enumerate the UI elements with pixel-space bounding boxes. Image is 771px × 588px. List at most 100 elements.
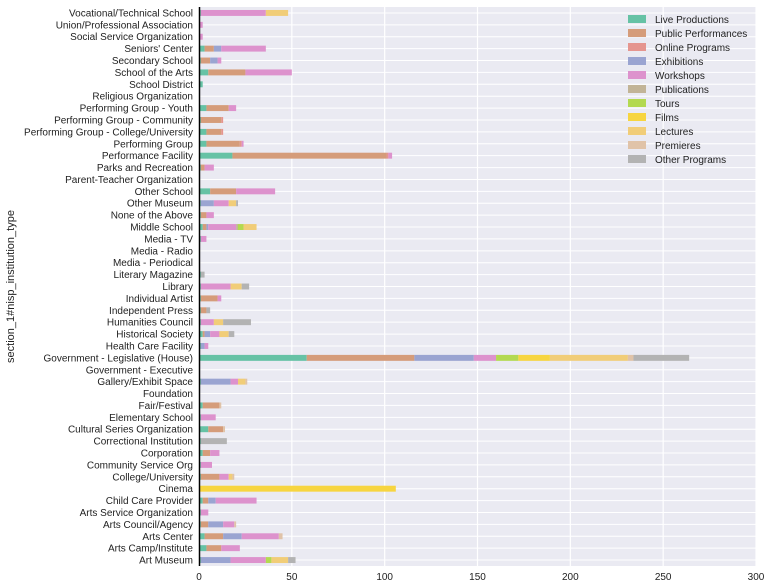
legend-swatch bbox=[628, 127, 646, 135]
bar-segment bbox=[208, 69, 246, 76]
bar-segment bbox=[228, 200, 237, 207]
bar-segment bbox=[200, 295, 218, 302]
bar-segment bbox=[388, 152, 393, 159]
y-tick-labels: Vocational/Technical SchoolUnion/Profess… bbox=[24, 8, 194, 566]
y-tick-label: Other School bbox=[135, 187, 193, 198]
bar-segment bbox=[414, 354, 474, 361]
x-tick-label: 250 bbox=[655, 572, 672, 583]
bar-segment bbox=[202, 450, 211, 456]
legend-swatch bbox=[628, 71, 646, 79]
bar-segment bbox=[210, 450, 220, 456]
bar-segment bbox=[213, 200, 229, 207]
bar-segment bbox=[221, 45, 266, 52]
bar-segment bbox=[200, 378, 231, 385]
bar-segment bbox=[199, 45, 205, 52]
bar-segment bbox=[204, 164, 214, 171]
y-tick-label: Parent-Teacher Organization bbox=[65, 175, 193, 186]
y-tick-label: Art Museum bbox=[139, 556, 193, 567]
bar-segment bbox=[213, 319, 224, 326]
bar-segment bbox=[199, 128, 207, 135]
bar-segment bbox=[386, 152, 389, 159]
bar-segment bbox=[219, 331, 229, 338]
bar-segment bbox=[199, 331, 203, 338]
bar-segment bbox=[208, 497, 216, 504]
bar-segment bbox=[219, 402, 222, 409]
bar-segment bbox=[200, 200, 214, 207]
bar-segment bbox=[633, 354, 690, 361]
bar-segment bbox=[241, 533, 279, 540]
legend-label: Premieres bbox=[655, 141, 701, 152]
legend-swatch bbox=[628, 29, 646, 37]
bar-segment bbox=[200, 509, 209, 516]
bar-segment bbox=[518, 354, 550, 361]
y-tick-label: Arts Council/Agency bbox=[103, 520, 193, 531]
legend-label: Public Performances bbox=[655, 29, 747, 40]
y-tick-label: Middle School bbox=[130, 223, 193, 234]
bar-segment bbox=[200, 557, 231, 564]
legend-swatch bbox=[628, 113, 646, 121]
x-tick-labels: 0 50 100 150 200 250 300 bbox=[196, 572, 765, 583]
bar-segment bbox=[243, 224, 257, 231]
bar-segment bbox=[200, 235, 207, 242]
legend-label: Workshops bbox=[655, 71, 705, 82]
y-tick-label: School of the Arts bbox=[115, 68, 193, 79]
legend-label: Lectures bbox=[655, 127, 693, 138]
bar-segment bbox=[206, 307, 211, 314]
bar-segment bbox=[223, 319, 251, 326]
x-tick-label: 0 bbox=[196, 572, 202, 583]
bar-segment bbox=[219, 473, 229, 480]
bar-segment bbox=[223, 426, 225, 433]
bar-segment bbox=[202, 497, 209, 504]
gridlines bbox=[198, 7, 757, 566]
y-tick-label: Literary Magazine bbox=[114, 270, 194, 281]
y-tick-label: Performing Group - College/University bbox=[24, 127, 193, 138]
bar-segment bbox=[206, 212, 214, 219]
bar-segment bbox=[208, 224, 237, 231]
bar-segment bbox=[199, 485, 396, 492]
y-tick-label: School District bbox=[129, 80, 193, 91]
x-tick-label: 150 bbox=[469, 572, 486, 583]
y-tick-label: Parks and Recreation bbox=[97, 163, 193, 174]
y-tick-label: Union/Professional Association bbox=[56, 20, 193, 31]
bar-segment bbox=[206, 545, 222, 552]
legend-swatch bbox=[628, 15, 646, 23]
bar-segment bbox=[204, 342, 209, 349]
bar-segment bbox=[265, 9, 289, 16]
bar-segment bbox=[245, 378, 248, 385]
bar-segment bbox=[199, 497, 203, 504]
y-tick-label: Corporation bbox=[141, 449, 193, 460]
bar-segment bbox=[200, 57, 211, 64]
bar-segment bbox=[221, 128, 224, 135]
y-tick-label: Religious Organization bbox=[92, 92, 193, 103]
bar-segment bbox=[204, 533, 224, 540]
x-tick-label: 300 bbox=[748, 572, 765, 583]
bar-segment bbox=[200, 461, 212, 468]
bar-segment bbox=[217, 57, 222, 64]
legend-swatch bbox=[628, 155, 646, 163]
bar-segment bbox=[549, 354, 628, 361]
y-tick-label: Cultural Series Organization bbox=[68, 425, 193, 436]
bar-segment bbox=[288, 557, 296, 564]
y-tick-label: Arts Center bbox=[142, 532, 193, 543]
bar-segment bbox=[230, 378, 238, 385]
legend-label: Publications bbox=[655, 85, 709, 96]
bar-segment bbox=[213, 45, 222, 52]
bar-segment bbox=[223, 533, 242, 540]
y-tick-label: Performing Group bbox=[114, 139, 194, 150]
bar-segment bbox=[199, 152, 233, 159]
bar-segment bbox=[199, 188, 211, 195]
y-tick-label: Child Care Provider bbox=[106, 496, 194, 507]
bar-segment bbox=[245, 69, 292, 76]
bar-segment bbox=[199, 105, 207, 112]
bar-segment bbox=[232, 152, 387, 159]
y-tick-label: Other Museum bbox=[127, 199, 193, 210]
y-tick-label: Historical Society bbox=[116, 330, 193, 341]
bar-segment bbox=[278, 533, 283, 540]
bar-segment bbox=[200, 117, 222, 123]
bar-segment bbox=[204, 331, 211, 338]
bar-segment bbox=[228, 105, 237, 112]
bar-segment bbox=[223, 521, 235, 528]
y-tick-label: Foundation bbox=[143, 389, 193, 400]
y-tick-label: Social Service Organization bbox=[70, 32, 193, 43]
bar-segment bbox=[199, 69, 209, 76]
